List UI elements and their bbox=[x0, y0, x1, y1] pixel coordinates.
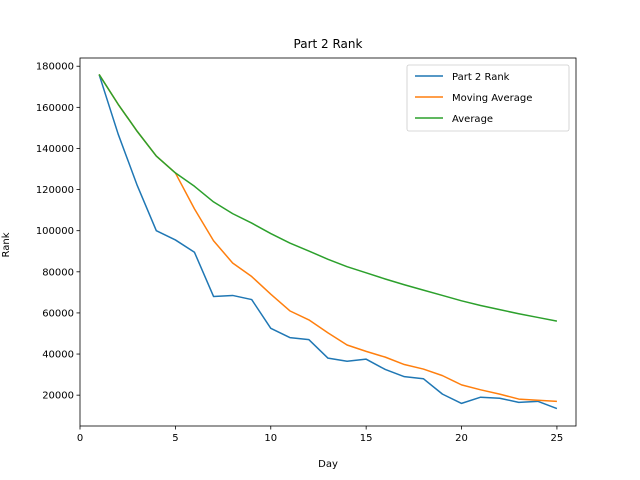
x-tick-label: 15 bbox=[360, 433, 373, 444]
x-tick-label: 20 bbox=[455, 433, 468, 444]
legend-label: Moving Average bbox=[452, 93, 532, 104]
x-tick-label: 25 bbox=[551, 433, 564, 444]
x-axis-label: Day bbox=[318, 459, 338, 470]
y-tick-label: 100000 bbox=[36, 226, 74, 237]
x-tick-label: 0 bbox=[77, 433, 83, 444]
series-line-average bbox=[98, 74, 558, 322]
y-tick-label: 180000 bbox=[36, 62, 74, 73]
legend-label: Part 2 Rank bbox=[452, 72, 510, 83]
y-tick-label: 20000 bbox=[42, 391, 74, 402]
y-tick-label: 120000 bbox=[36, 185, 74, 196]
legend: Part 2 Rank Moving Average Average bbox=[406, 64, 570, 132]
y-tick-label: 80000 bbox=[42, 267, 74, 278]
y-tick-label: 160000 bbox=[36, 103, 74, 114]
legend-label: Average bbox=[452, 114, 493, 125]
y-tick-label: 40000 bbox=[42, 350, 74, 361]
y-tick-label: 140000 bbox=[36, 144, 74, 155]
y-tick-label: 60000 bbox=[42, 308, 74, 319]
chart-title: Part 2 Rank bbox=[294, 37, 363, 51]
y-axis-label: Rank bbox=[1, 232, 12, 257]
y-axis-ticks: 20000 40000 60000 80000 100000 120000 140000 16… bbox=[36, 62, 80, 402]
x-tick-label: 5 bbox=[172, 433, 178, 444]
series-line-part-2-rank bbox=[98, 74, 558, 410]
legend-box bbox=[406, 64, 570, 132]
x-tick-label: 10 bbox=[264, 433, 277, 444]
x-axis-ticks: 0 5 10 15 20 25 bbox=[77, 426, 563, 444]
series-layer bbox=[98, 74, 558, 410]
